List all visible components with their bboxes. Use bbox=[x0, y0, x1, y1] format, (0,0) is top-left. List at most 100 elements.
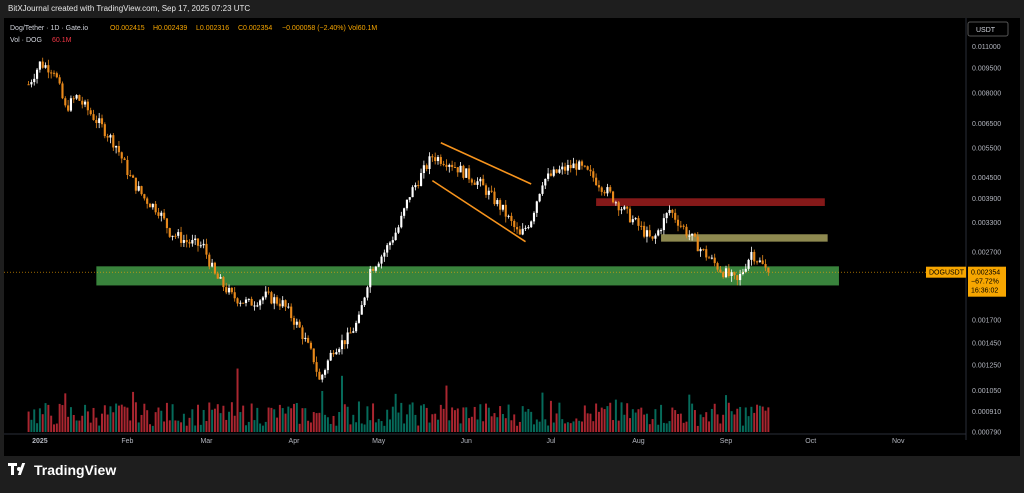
candle-body bbox=[352, 331, 355, 333]
volume-bar bbox=[324, 414, 327, 432]
candle-body bbox=[340, 340, 344, 350]
candle-body bbox=[301, 327, 304, 340]
volume-bar bbox=[372, 403, 375, 432]
volume-bar bbox=[213, 408, 216, 432]
x-tick-label: Apr bbox=[289, 438, 301, 445]
volume-bar bbox=[225, 419, 228, 432]
volume-bar bbox=[53, 424, 55, 432]
candle-body bbox=[323, 370, 327, 375]
y-tick-label: 0.006500 bbox=[972, 121, 1001, 128]
volume-bar bbox=[230, 402, 233, 432]
volume-bar bbox=[516, 425, 519, 432]
candle-body bbox=[662, 218, 665, 231]
candle-body bbox=[671, 209, 674, 213]
candle-body bbox=[126, 159, 129, 176]
volume-bar bbox=[688, 394, 691, 432]
volume-bar bbox=[414, 414, 417, 432]
volume-bar bbox=[360, 423, 363, 432]
volume-bar bbox=[487, 407, 490, 432]
candle-body bbox=[27, 84, 30, 86]
volume-bar bbox=[581, 421, 583, 432]
volume-bar bbox=[374, 422, 377, 432]
volume-bar bbox=[293, 403, 295, 432]
y-tick-label: 0.001250 bbox=[972, 362, 1001, 369]
candle-body bbox=[750, 251, 753, 260]
currency-button[interactable] bbox=[967, 21, 1009, 37]
volume-bar bbox=[194, 425, 197, 432]
y-tick-label: 0.003300 bbox=[972, 220, 1001, 227]
volume-bar bbox=[117, 405, 120, 432]
volume-bar bbox=[439, 404, 442, 432]
candle-body bbox=[722, 272, 725, 278]
volume-bar bbox=[753, 412, 756, 432]
candle-body bbox=[92, 114, 95, 121]
volume-bar bbox=[764, 410, 767, 432]
candle-body bbox=[572, 163, 575, 169]
volume-bar bbox=[41, 414, 44, 432]
candle-body bbox=[377, 263, 380, 267]
legend-close: C0.002354 bbox=[238, 25, 272, 32]
volume-bar bbox=[716, 414, 719, 432]
candle-body bbox=[716, 263, 719, 270]
candle-body bbox=[78, 95, 81, 101]
volume-bar bbox=[665, 423, 668, 432]
candle-body bbox=[270, 292, 273, 304]
volume-bar bbox=[165, 402, 168, 432]
volume-bar bbox=[741, 425, 744, 432]
volume-bar bbox=[736, 408, 739, 432]
candle-body bbox=[216, 273, 219, 279]
volume-bar bbox=[191, 409, 194, 432]
volume-bar bbox=[437, 419, 439, 432]
volume-bar bbox=[572, 421, 575, 432]
candle-body bbox=[388, 242, 392, 246]
volume-bar bbox=[713, 403, 716, 432]
volume-bar bbox=[298, 423, 301, 432]
volume-bar bbox=[239, 412, 242, 432]
volume-bar bbox=[250, 403, 253, 432]
volume-bar bbox=[501, 413, 504, 432]
tradingview-logo[interactable]: TradingView bbox=[8, 462, 116, 478]
candle-body bbox=[287, 306, 290, 308]
volume-bar bbox=[363, 424, 366, 432]
volume-bar bbox=[242, 405, 245, 432]
candle-body bbox=[230, 287, 233, 293]
candle-body bbox=[225, 287, 228, 293]
volume-bar bbox=[733, 414, 736, 432]
candle-body bbox=[357, 314, 361, 323]
volume-bar bbox=[578, 420, 581, 432]
candle-body bbox=[586, 166, 589, 170]
volume-bar bbox=[281, 408, 284, 432]
candle-body bbox=[623, 206, 626, 210]
chart-area[interactable] bbox=[4, 18, 1020, 456]
candle-body bbox=[654, 235, 657, 239]
volume-bar bbox=[109, 406, 112, 432]
volume-bar bbox=[202, 409, 205, 432]
volume-bar bbox=[648, 424, 651, 432]
volume-bar bbox=[391, 406, 394, 432]
y-tick-label: 0.005500 bbox=[972, 145, 1001, 152]
volume-bar bbox=[654, 409, 657, 432]
candle-body bbox=[213, 262, 217, 274]
candle-body bbox=[617, 202, 620, 211]
legend-high: H0.002439 bbox=[153, 25, 187, 32]
candle-body bbox=[369, 268, 372, 288]
candle-body bbox=[250, 298, 253, 306]
volume-bar bbox=[677, 414, 679, 432]
volume-bar bbox=[188, 417, 191, 432]
candle-body bbox=[188, 242, 191, 244]
candle-body bbox=[244, 299, 248, 304]
price-tag-box bbox=[968, 266, 1006, 297]
volume-bar bbox=[67, 416, 70, 432]
candle-body bbox=[501, 204, 505, 210]
volume-bar bbox=[267, 407, 270, 432]
x-axis: 2025 Feb Mar Apr May Jun Jul Aug Sep Oct Nov bbox=[4, 433, 966, 445]
candle-body bbox=[417, 185, 420, 187]
volume-bar bbox=[338, 412, 341, 432]
volume-bar bbox=[129, 420, 132, 432]
candle-body bbox=[185, 240, 188, 243]
candle-body bbox=[518, 229, 521, 235]
volume-bar bbox=[693, 410, 696, 432]
volume-bar bbox=[318, 412, 321, 432]
candle-body bbox=[321, 374, 324, 380]
